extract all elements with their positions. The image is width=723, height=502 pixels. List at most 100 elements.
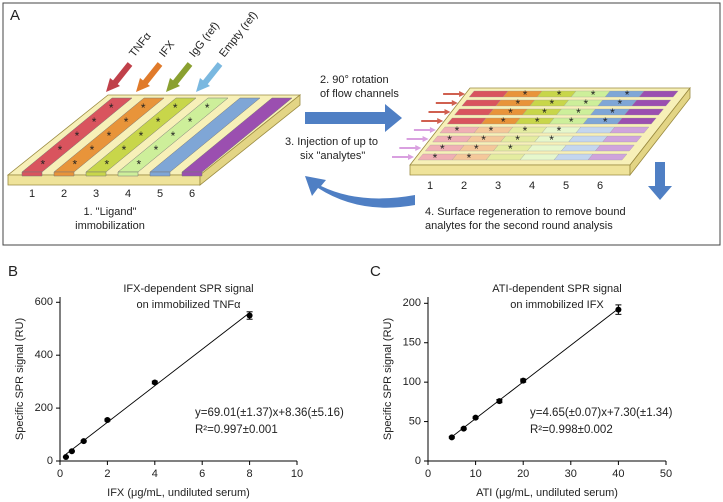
arrow-rotation [305, 104, 402, 132]
lane-label: 3 [93, 188, 99, 200]
lane-label: 4 [125, 188, 131, 200]
lane-label: 2 [461, 180, 467, 192]
x-tick-label: 2 [104, 468, 110, 480]
data-point [472, 414, 479, 421]
y-tick-label: 0 [415, 455, 421, 467]
step2-line2: of flow channels [320, 88, 399, 100]
panel-label: C [370, 263, 381, 280]
y-tick-label: 200 [403, 297, 421, 309]
star: * [591, 88, 596, 102]
star: * [501, 115, 506, 129]
x-tick-label: 30 [565, 468, 577, 480]
star: * [467, 151, 472, 165]
inflow-arrow [421, 118, 444, 124]
chip-side [629, 86, 691, 177]
x-tick-label: 0 [57, 468, 63, 480]
step3-line2: six "analytes" [300, 150, 365, 162]
annotation: R²=0.998±0.002 [530, 424, 613, 436]
flow-row-segment [500, 135, 540, 143]
panel-label: B [8, 263, 18, 280]
x-axis-label: ATI (μg/mL, undiluted serum) [476, 487, 618, 499]
flow-row-segment [446, 117, 487, 125]
flow-row-segment [553, 153, 594, 161]
flow-row-segment [454, 108, 494, 116]
flow-row-segment [519, 153, 560, 161]
star: * [489, 124, 494, 138]
star: * [154, 143, 159, 157]
star: * [535, 115, 540, 129]
star: * [188, 115, 193, 129]
star: * [515, 97, 520, 111]
data-point [520, 377, 527, 384]
data-point [62, 454, 69, 461]
inflow-arrow [435, 100, 458, 106]
star: * [205, 101, 210, 115]
flow-row-segment [616, 117, 657, 125]
lane-label: 6 [597, 180, 603, 192]
y-axis-label: Specific SPR signal (RU) [14, 318, 26, 440]
star: * [569, 115, 574, 129]
lane-label: 1 [427, 180, 433, 192]
chart-title: on immobilized TNFα [137, 299, 242, 311]
inflow-arrow [443, 91, 466, 97]
annotation: R²=0.997±0.001 [195, 424, 278, 436]
star: * [549, 97, 554, 111]
data-point [80, 438, 87, 445]
step2-line1: 2. 90° rotation [320, 74, 389, 86]
flow-row-segment [432, 135, 472, 143]
channel-arrow [111, 62, 133, 86]
star: * [610, 106, 615, 120]
lane-label: 5 [563, 180, 569, 192]
star: * [583, 97, 588, 111]
inflow-arrow [413, 127, 436, 133]
arrow-regeneration [305, 176, 415, 208]
y-tick-label: 150 [403, 337, 421, 349]
star: * [109, 101, 114, 115]
star: * [173, 101, 178, 115]
flow-row-segment [468, 90, 509, 98]
x-tick-label: 40 [612, 468, 624, 480]
y-tick-label: 50 [409, 415, 421, 427]
y-tick-label: 100 [403, 376, 421, 388]
star: * [171, 129, 176, 143]
data-point [246, 312, 253, 319]
lane-label: 4 [529, 180, 535, 192]
star: * [455, 124, 460, 138]
y-tick-label: 600 [35, 296, 53, 308]
channel-arrow-head [136, 78, 150, 92]
flow-strip-front [181, 171, 203, 177]
flow-row-segment [417, 153, 458, 161]
analyte-chip: * ** * ** * * ** * * ** * * ** * * ** * * ** * * * [409, 86, 691, 177]
chip-side [199, 94, 301, 186]
lane-label: 1 [29, 188, 35, 200]
data-point [448, 434, 455, 441]
x-axis-label: IFX (μg/mL, undiluted serum) [107, 487, 250, 499]
y-tick-label: 200 [35, 402, 53, 414]
step1-line1: 1. "Ligand" [83, 206, 136, 218]
flow-row-segment [609, 126, 650, 134]
flow-row-segment [594, 144, 635, 152]
star: * [141, 101, 146, 115]
flow-strip-front [149, 171, 171, 177]
chip-front [409, 164, 631, 176]
flow-strip-front [53, 171, 75, 177]
channel-arrow [171, 62, 193, 86]
flow-strip-front [117, 171, 139, 177]
x-tick-label: 6 [199, 468, 205, 480]
flow-strip-front [21, 171, 43, 177]
star: * [603, 115, 608, 129]
flow-row-segment [461, 99, 502, 107]
flow-row-segment [473, 126, 514, 134]
inflow-arrow [406, 136, 429, 142]
step3-line1: 3. Injection of up to [285, 136, 378, 148]
flow-row-segment [541, 126, 582, 134]
lane-label: 2 [61, 188, 67, 200]
y-axis-label: Specific SPR signal (RU) [382, 318, 394, 440]
star: * [481, 133, 486, 147]
star: * [523, 124, 528, 138]
flow-row-segment [602, 135, 642, 143]
x-tick-label: 10 [469, 468, 481, 480]
chart-title: on immobilized IFX [510, 299, 604, 311]
lane-label: 3 [495, 180, 501, 192]
